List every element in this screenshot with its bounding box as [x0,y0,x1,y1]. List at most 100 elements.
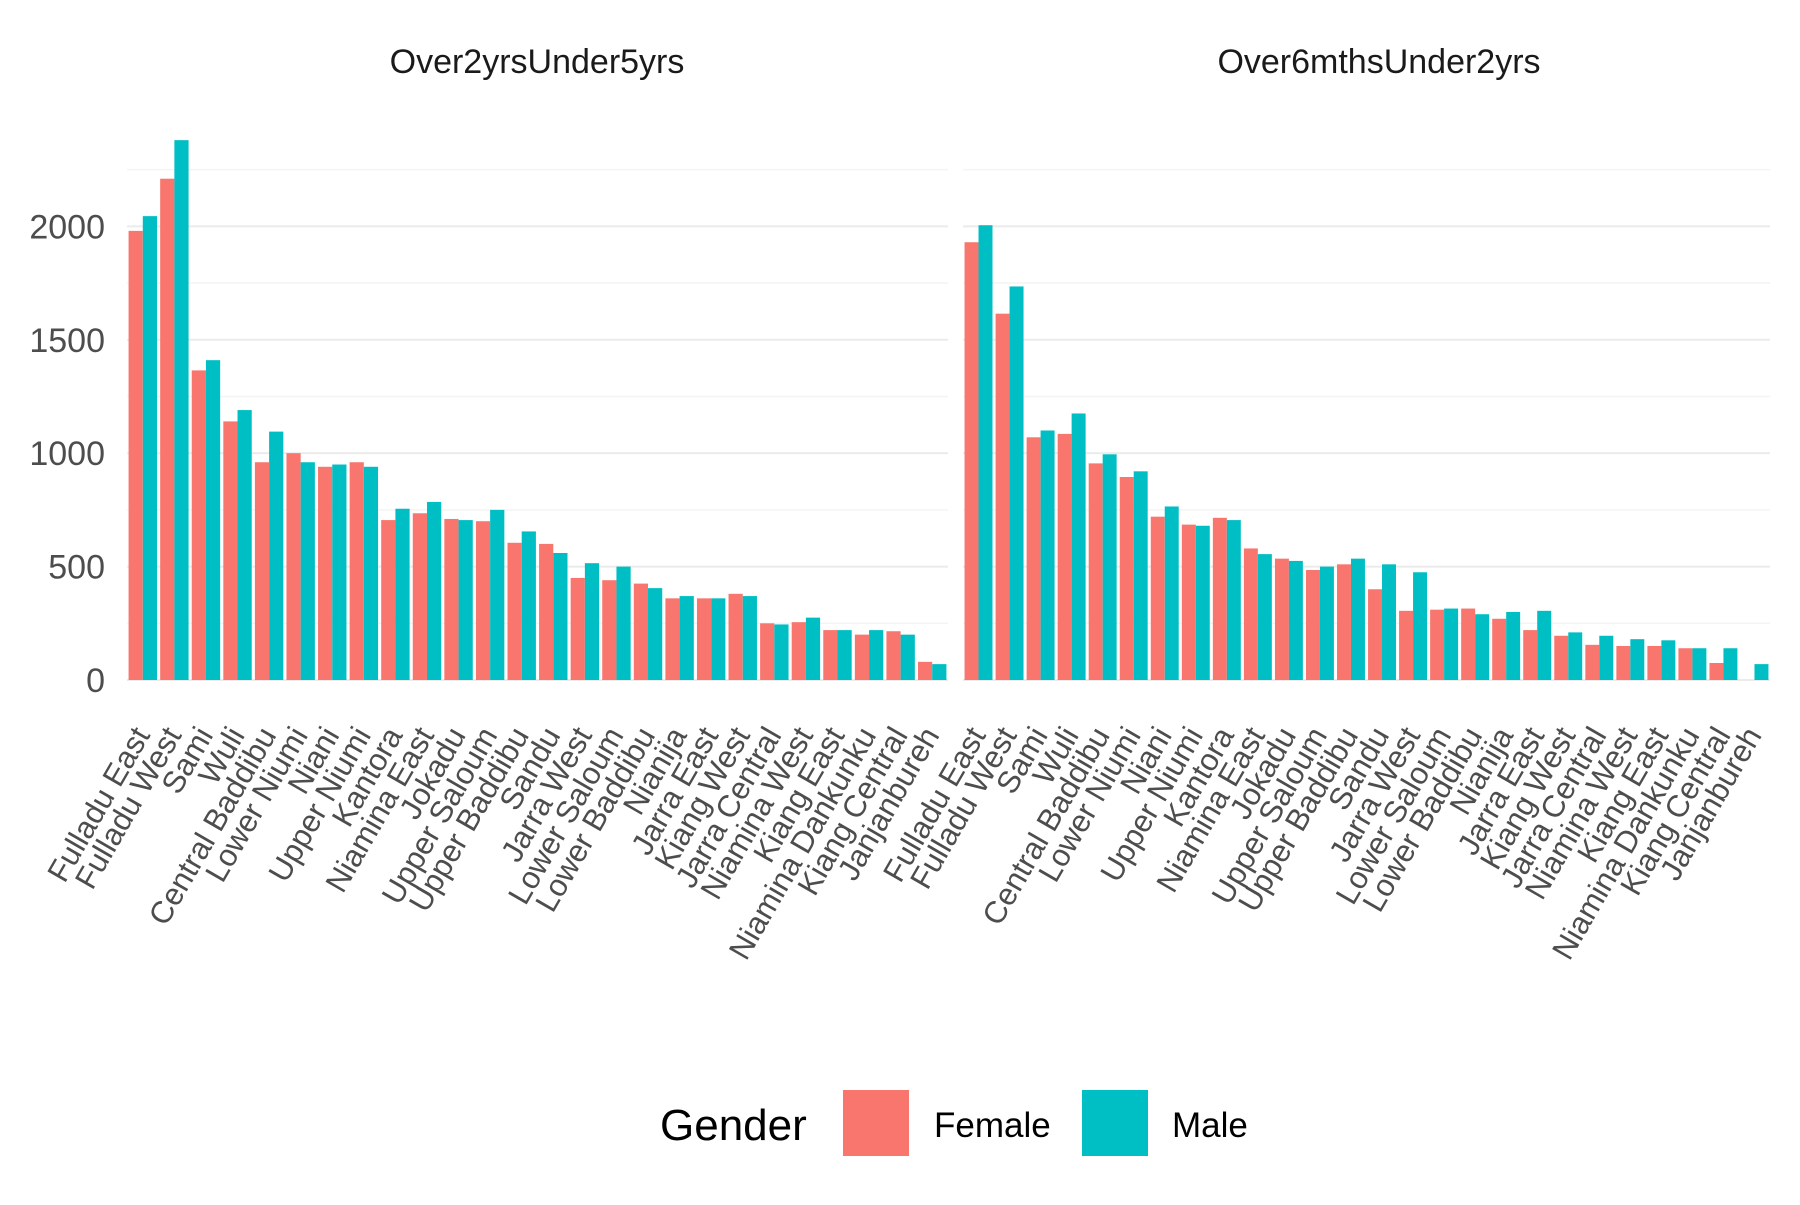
bar-female [791,622,806,680]
bar-male [742,596,757,680]
bar-male [1319,566,1334,680]
bar-female [1150,516,1165,680]
bar-female [381,520,396,680]
bar-male [1288,560,1303,680]
bar-female [349,462,364,680]
bar-male [1599,635,1614,680]
bar-female [1026,437,1041,680]
y-tick-label: 2000 [29,208,105,246]
bar-female [1399,610,1414,680]
bar-male [490,509,505,680]
bar-female [1337,564,1351,680]
bar-male [1133,471,1148,680]
bar-male [900,634,915,680]
bar-female [318,466,333,680]
bar-female [1368,589,1383,680]
bar-female [696,598,712,680]
legend-label-female: Female [934,1106,1051,1145]
bar-male [553,552,568,680]
legend-key-female [843,1090,909,1156]
bar-male [1257,554,1272,680]
bar-female [760,623,775,680]
bar-male [1754,664,1769,680]
bar-female [191,370,206,680]
bar-male [426,501,442,680]
bar-female [223,421,238,680]
bar-male [1071,413,1086,680]
bar-male [1226,520,1241,680]
panel-title: Over6mthsUnder2yrs [1217,43,1540,81]
bar-female [1709,662,1724,680]
bar-male [616,566,631,680]
bar-male [1475,614,1490,680]
bar-male [1350,558,1365,680]
bar-female [886,631,901,680]
bar-female [1523,630,1538,680]
bar-male [237,410,252,680]
bar-male [1444,608,1459,680]
bar-female [1057,433,1072,680]
bar-male [1040,430,1055,680]
bar-male [584,563,600,680]
y-tick-label: 1500 [29,322,105,360]
bar-male [1723,648,1738,680]
bar-female [1647,645,1662,680]
bar-male [395,508,410,680]
bar-female [728,593,743,680]
bar-female [1181,524,1196,680]
panel-title: Over2yrsUnder5yrs [390,43,685,81]
bar-female [539,543,554,680]
bar-male [363,466,379,680]
bar-female [475,521,491,680]
bar-female [254,462,270,680]
bar-female [1212,517,1227,680]
bar-male [1692,648,1707,680]
bar-male [648,588,663,680]
bar-male [269,431,284,680]
bar-female [1274,558,1289,680]
bar-female [633,583,649,680]
bar-male [978,225,993,680]
bar-female [412,513,427,680]
bar-female [854,634,870,680]
legend-label-male: Male [1172,1106,1248,1145]
bar-female [1492,618,1507,680]
bar-female [286,453,301,680]
bar-male [1568,632,1583,680]
bar-male [458,520,473,680]
bar-male [1537,610,1552,680]
bar-female [1461,608,1476,680]
bar-female [1430,609,1445,680]
bar-male [142,216,157,680]
bar-male [1382,564,1396,680]
bar-male [332,464,347,680]
bar-male [869,630,884,680]
bar-male [1661,640,1676,680]
bar-male [300,462,315,680]
bar-female [918,661,933,680]
bar-male [1009,286,1024,680]
bar-male [1164,506,1179,680]
bar-male [521,531,536,680]
bar-male [1102,454,1117,680]
bar-female [823,630,838,680]
bar-male [679,596,694,680]
bar-female [128,230,143,680]
bar-male [1195,525,1210,680]
bar-male [1506,611,1521,680]
bar-male [1630,639,1645,680]
bar-female [1554,635,1569,680]
bar-male [932,664,947,680]
bar-male [837,630,852,680]
legend-key-male [1082,1090,1148,1156]
y-tick-label: 500 [48,549,105,587]
bar-male [205,360,221,680]
bar-male [174,140,189,680]
bar-male [805,617,821,680]
bar-female [665,598,680,680]
bar-female [1305,569,1320,680]
bar-female [570,577,585,680]
bar-male [774,624,789,680]
